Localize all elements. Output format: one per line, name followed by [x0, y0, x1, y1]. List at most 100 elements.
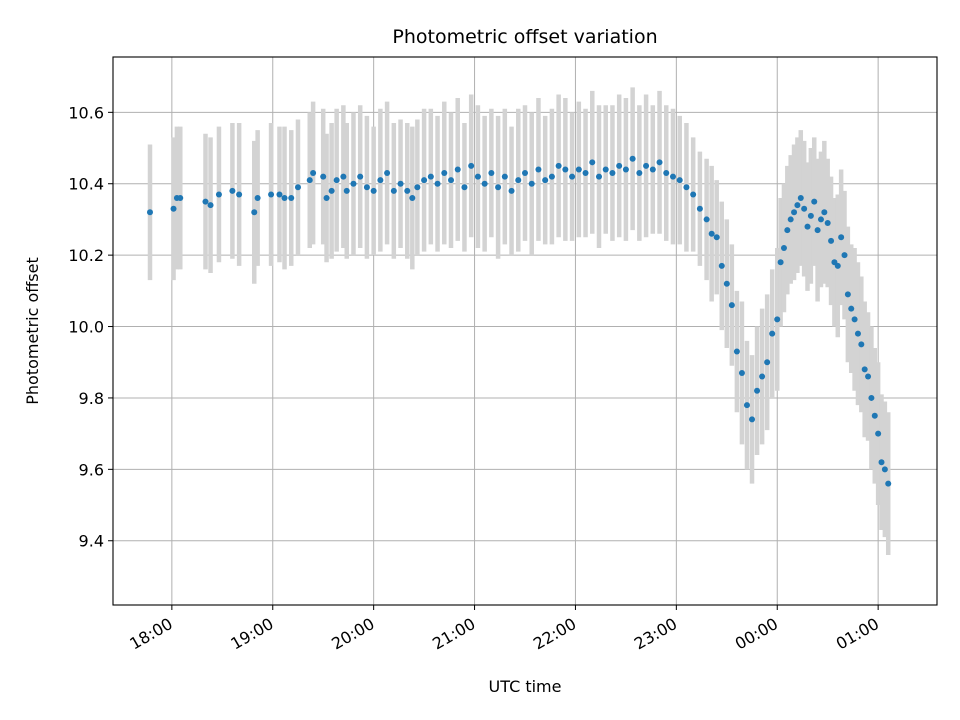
data-point: [390, 187, 397, 194]
data-point: [728, 302, 735, 309]
data-point: [801, 205, 808, 212]
data-point: [787, 216, 794, 223]
y-tick-label: 9.6: [79, 460, 104, 479]
data-point: [414, 184, 421, 191]
data-point: [733, 348, 740, 355]
y-tick-label: 10.0: [68, 318, 104, 337]
data-point: [294, 184, 301, 191]
data-point: [875, 430, 882, 437]
data-point: [448, 177, 455, 184]
data-point: [535, 166, 542, 173]
data-point: [495, 184, 502, 191]
data-point: [177, 195, 184, 202]
data-point: [811, 198, 818, 205]
data-point: [817, 216, 824, 223]
data-point: [306, 177, 313, 184]
data-point: [602, 166, 609, 173]
data-point: [824, 220, 831, 227]
data-point: [656, 159, 663, 166]
y-axis-label: Photometric offset: [23, 257, 42, 405]
data-point: [474, 173, 481, 180]
data-point: [555, 162, 562, 169]
data-point: [310, 170, 317, 177]
data-point: [522, 170, 528, 177]
data-point: [777, 259, 784, 266]
data-point: [146, 209, 153, 216]
data-point: [609, 170, 616, 177]
data-point: [434, 180, 441, 187]
data-point: [848, 305, 855, 312]
data-point: [254, 195, 261, 202]
data-point: [343, 187, 350, 194]
data-point: [350, 180, 357, 187]
data-point: [807, 212, 814, 219]
data-point: [754, 387, 761, 394]
data-point: [441, 170, 448, 177]
data-point: [629, 155, 636, 162]
data-point: [251, 209, 258, 216]
data-point: [769, 330, 776, 337]
data-point: [865, 373, 872, 380]
data-point: [528, 180, 535, 187]
data-point: [397, 180, 404, 187]
data-point: [427, 173, 434, 180]
data-point: [328, 187, 335, 194]
data-point: [562, 166, 569, 173]
data-point: [515, 177, 522, 184]
data-point: [713, 234, 720, 241]
data-point: [333, 177, 340, 184]
data-point: [616, 162, 623, 169]
data-point: [844, 291, 851, 298]
data-point: [363, 184, 370, 191]
data-point: [622, 166, 629, 173]
y-tick-label: 10.2: [68, 246, 104, 265]
y-tick-label: 9.8: [79, 389, 104, 408]
data-point: [764, 359, 771, 366]
data-point: [738, 369, 745, 376]
data-points: [146, 155, 892, 487]
y-tick-label: 9.4: [79, 532, 104, 551]
data-point: [643, 162, 650, 169]
data-point: [791, 209, 798, 216]
data-point: [323, 195, 330, 202]
data-point: [409, 195, 416, 202]
data-point: [743, 402, 750, 409]
data-point: [170, 205, 177, 212]
data-point: [548, 173, 555, 180]
data-point: [357, 173, 364, 180]
data-point: [814, 227, 821, 234]
data-point: [569, 173, 576, 180]
data-point: [488, 170, 495, 177]
data-point: [281, 195, 288, 202]
data-point: [669, 173, 676, 180]
data-point: [663, 170, 670, 177]
data-point: [821, 209, 828, 216]
data-point: [575, 166, 582, 173]
data-point: [881, 466, 888, 473]
data-point: [696, 205, 703, 212]
data-point: [854, 330, 861, 337]
x-axis-label: UTC time: [489, 677, 562, 696]
chart-title: Photometric offset variation: [392, 26, 657, 48]
data-point: [288, 195, 295, 202]
y-tick-label: 10.6: [68, 103, 104, 122]
data-point: [589, 159, 596, 166]
data-point: [276, 191, 283, 198]
data-point: [468, 162, 475, 169]
data-point: [636, 170, 643, 177]
data-point: [797, 195, 804, 202]
data-point: [718, 262, 725, 269]
data-point: [676, 177, 683, 184]
y-axis: 9.4 9.6 9.8 10.0 10.2 10.4 10.6: [68, 103, 113, 551]
data-point: [683, 184, 690, 191]
data-point: [708, 230, 715, 237]
data-point: [229, 187, 236, 194]
data-point: [804, 223, 811, 230]
data-point: [871, 412, 878, 419]
data-point: [774, 316, 781, 323]
data-point: [784, 227, 791, 234]
data-point: [481, 180, 488, 187]
data-point: [215, 191, 222, 198]
data-point: [885, 480, 892, 487]
